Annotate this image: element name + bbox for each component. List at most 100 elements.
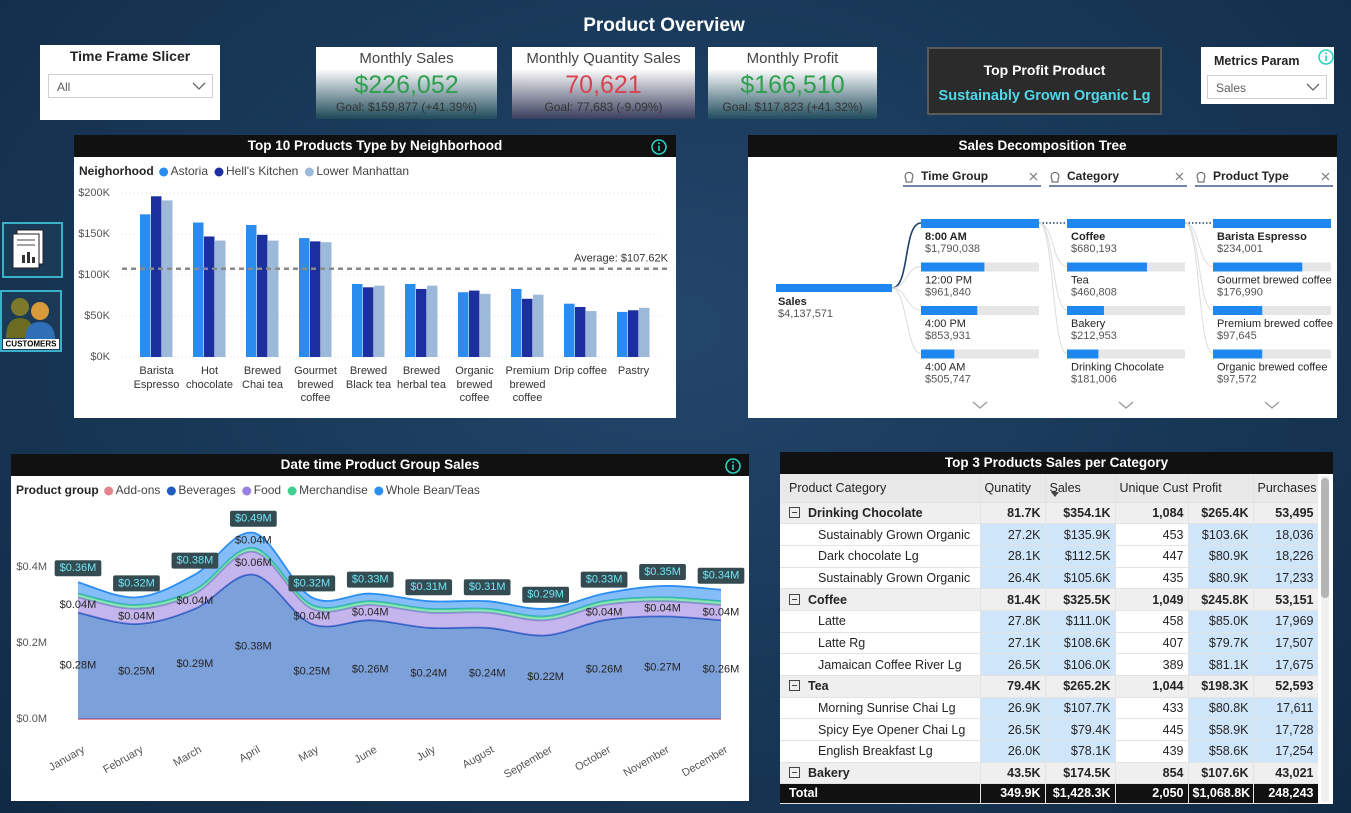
node-bar <box>1213 219 1331 228</box>
data-table: Product Category Qunatity Sales Unique Cust… <box>780 474 1318 785</box>
legend-label: Whole Bean/Teas <box>386 483 480 497</box>
column-header[interactable]: Product Category <box>780 474 981 503</box>
x-tick-label: February <box>101 743 146 776</box>
root-value: $4,137,571 <box>778 308 833 320</box>
product-row: Latte 27.8K $111.0K 458 $85.0K 17,969 <box>780 610 1318 633</box>
table-cell: Sustainably Grown Organic <box>780 523 981 546</box>
collapse-icon[interactable] <box>789 593 800 605</box>
info-icon[interactable] <box>1317 48 1335 66</box>
slicer-value: All <box>57 80 71 94</box>
table-cell: 81.7K <box>980 502 1046 525</box>
connector <box>891 266 922 289</box>
customers-nav-button[interactable]: CUSTOMERS <box>0 290 62 352</box>
table-cell: English Breakfast Lg <box>780 740 981 763</box>
info-icon[interactable] <box>650 138 668 156</box>
node-value: $853,931 <box>925 330 971 342</box>
slicer-dropdown[interactable]: All <box>48 74 213 98</box>
column-header[interactable]: Unique Cust <box>1115 474 1189 503</box>
x-tick-label-box: Hot chocolate <box>186 365 233 391</box>
collapse-icon[interactable] <box>789 767 800 779</box>
expand-chevron[interactable] <box>972 401 988 409</box>
table-cell: $79.7K <box>1188 632 1254 655</box>
node-value: $97,645 <box>1217 330 1257 342</box>
lightbulb-icon <box>904 171 914 183</box>
total-label: $0.49M <box>235 513 272 525</box>
x-tick-label: August <box>460 744 496 772</box>
node-label: Bakery <box>1071 318 1106 330</box>
kpi-card: Monthly Quantity Sales 70,621 Goal: 77,6… <box>512 47 695 119</box>
node-bar <box>921 349 955 359</box>
info-icon[interactable] <box>724 457 742 475</box>
bar <box>522 298 533 357</box>
chart-title: Top 10 Products Type by Neighborhood <box>74 135 676 157</box>
node-label: Barista Espresso <box>1217 231 1307 243</box>
card-goal: Goal: $117,823 (+41.32%) <box>722 100 863 114</box>
table-cell: Drinking Chocolate <box>780 502 981 525</box>
table-cell: 433 <box>1115 697 1189 720</box>
remove-level-button[interactable] <box>1321 172 1330 181</box>
legend-marker <box>166 486 176 496</box>
legend-label: Astoria <box>171 164 209 178</box>
table-cell: $80.9K <box>1188 545 1254 568</box>
level-header: Product Type <box>1213 169 1289 183</box>
legend-marker <box>304 167 314 177</box>
row-label: Bakery <box>808 766 850 781</box>
legend-label: Hell's Kitchen <box>226 164 298 178</box>
total-label: $0.31M <box>410 581 447 593</box>
area-layer <box>78 574 721 719</box>
remove-level-button[interactable] <box>1175 172 1184 181</box>
table-cell: $198.3K <box>1188 675 1254 698</box>
bar <box>458 292 469 357</box>
y-tick-label: $200K <box>78 187 110 199</box>
row-label: Latte <box>818 614 846 629</box>
expand-chevron[interactable] <box>1264 401 1280 409</box>
node-label: Premium brewed coffee <box>1217 318 1333 330</box>
total-label-box <box>113 575 160 592</box>
node-label: 8:00 AM <box>925 231 967 243</box>
node-track <box>1067 306 1185 315</box>
product-row: Sustainably Grown Organic 27.2K $135.9K 453… <box>780 523 1318 546</box>
node-value: $234,001 <box>1217 243 1263 255</box>
report-nav-button[interactable] <box>2 222 63 278</box>
legend-marker <box>159 167 169 177</box>
total-label-box <box>463 579 511 596</box>
y-tick-label: $0.4M <box>16 561 47 573</box>
metrics-param-title: Metrics Param <box>1214 54 1300 68</box>
collapse-icon[interactable] <box>789 680 800 692</box>
group-row: Tea 79.4K $265.2K 1,044 $198.3K 52,593 <box>780 675 1318 698</box>
column-header[interactable]: Qunatity <box>980 474 1046 503</box>
sort-indicator <box>1050 492 1059 497</box>
expand-chevron[interactable] <box>1118 401 1134 409</box>
column-header[interactable]: Sales <box>1045 474 1116 503</box>
data-label: $0.04M <box>235 534 272 546</box>
product-row: Jamaican Coffee River Lg 26.5K $106.0K 389 $… <box>780 653 1318 676</box>
chart-title: Date time Product Group Sales <box>11 454 749 476</box>
table-cell: $78.1K <box>1045 740 1116 763</box>
table-cell: 26.0K <box>980 740 1046 763</box>
scrollbar-thumb[interactable] <box>1321 478 1329 598</box>
collapse-icon[interactable] <box>789 506 800 518</box>
total-label-box <box>405 579 453 596</box>
remove-level-button[interactable] <box>1029 172 1038 181</box>
column-header[interactable]: Profit <box>1188 474 1254 503</box>
bar <box>257 234 268 357</box>
table-cell: 79.4K <box>980 675 1046 698</box>
metrics-param-dropdown[interactable]: Sales <box>1207 75 1327 99</box>
root-bar <box>776 284 892 292</box>
table-cell: Dark chocolate Lg <box>780 545 981 568</box>
bar <box>268 240 279 357</box>
total-cell: $1,428.3K <box>1045 783 1116 804</box>
node-value: $460,808 <box>1071 286 1117 298</box>
x-tick-label-box: Barista Espresso <box>134 365 180 391</box>
table-cell: Latte <box>780 610 981 633</box>
nav-label: CUSTOMERS <box>6 340 58 349</box>
table-cell: $58.9K <box>1188 718 1254 742</box>
column-header[interactable]: Purchases <box>1253 474 1318 503</box>
node-bar <box>1213 306 1263 315</box>
node-label: Coffee <box>1071 231 1105 243</box>
bar <box>405 284 416 357</box>
x-tick-label: Brewed Chai tea <box>242 365 283 391</box>
area-line <box>77 531 722 610</box>
node-track <box>1067 349 1185 359</box>
